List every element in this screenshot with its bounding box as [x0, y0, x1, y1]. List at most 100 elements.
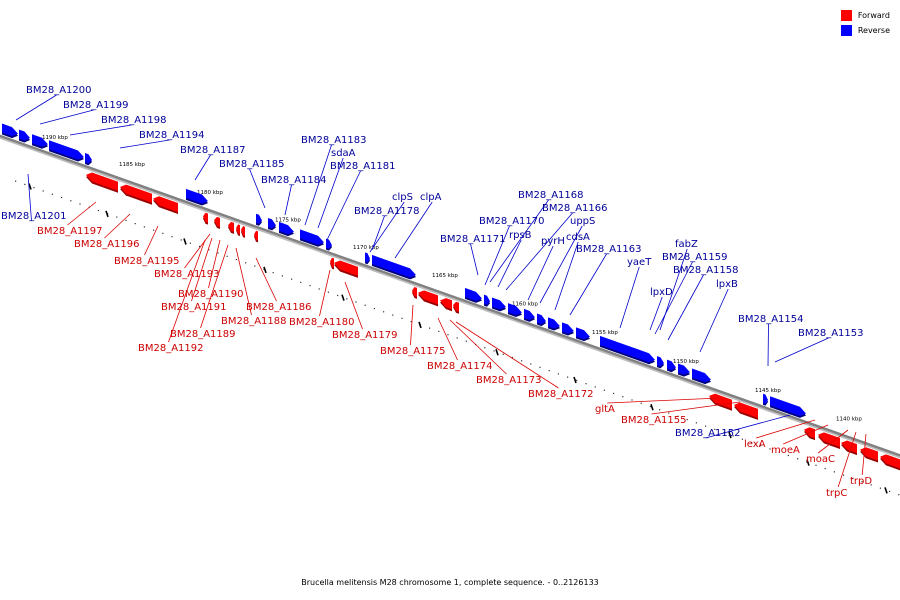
reverse-gene-arrow[interactable] — [484, 294, 490, 305]
gene-label[interactable]: BM28_A1189 — [170, 329, 236, 340]
gene-label[interactable]: BM28_A1158 — [673, 265, 739, 276]
forward-gene-arrow[interactable] — [412, 286, 417, 297]
forward-gene-arrow[interactable] — [203, 212, 208, 223]
gene-label[interactable]: BM28_A1173 — [476, 375, 542, 386]
gene-label[interactable]: BM28_A1197 — [37, 226, 103, 237]
gene-label[interactable]: BM28_A1159 — [662, 252, 728, 263]
gene-label[interactable]: BM28_A1183 — [301, 135, 367, 146]
gene-label[interactable]: BM28_A1154 — [738, 314, 804, 325]
reverse-gene-arrow[interactable] — [19, 129, 30, 141]
gene-label[interactable]: trpD — [850, 476, 872, 487]
reverse-gene-arrow[interactable] — [548, 317, 560, 329]
gene-label[interactable]: BM28_A1168 — [518, 190, 584, 201]
forward-gene-arrow[interactable] — [709, 393, 732, 409]
reverse-gene-arrow[interactable] — [372, 254, 416, 278]
reverse-gene-arrow[interactable] — [326, 238, 332, 249]
forward-gene-arrow[interactable] — [734, 402, 758, 418]
reverse-gene-arrow[interactable] — [300, 229, 324, 245]
forward-gene-arrow[interactable] — [120, 184, 152, 203]
gene-label[interactable]: BM28_A1192 — [138, 343, 204, 354]
gene-label[interactable]: BM28_A1174 — [427, 361, 493, 372]
gene-label[interactable]: lexA — [744, 439, 766, 450]
gene-label[interactable]: BM28_A1179 — [332, 330, 398, 341]
forward-gene-arrow[interactable] — [254, 230, 258, 241]
reverse-gene-arrow[interactable] — [256, 213, 262, 224]
gene-label[interactable]: BM28_A1190 — [178, 289, 244, 300]
reverse-gene-arrow[interactable] — [678, 363, 690, 375]
gene-label[interactable]: moaC — [806, 454, 835, 465]
reverse-gene-arrow[interactable] — [279, 221, 294, 235]
reverse-gene-arrow[interactable] — [365, 252, 370, 263]
gene-label[interactable]: BM28_A1180 — [289, 317, 355, 328]
gene-label[interactable]: BM28_A1184 — [261, 175, 327, 186]
reverse-gene-arrow[interactable] — [600, 335, 655, 363]
gene-label[interactable]: clpS — [392, 192, 413, 203]
forward-gene-arrow[interactable] — [418, 290, 438, 305]
reverse-gene-arrow[interactable] — [49, 140, 84, 160]
gene-label[interactable]: BM28_A1163 — [576, 244, 642, 255]
gene-label[interactable]: BM28_A1200 — [26, 85, 92, 96]
reverse-gene-arrow[interactable] — [268, 217, 276, 229]
gene-label[interactable]: BM28_A1175 — [380, 346, 446, 357]
gene-label[interactable]: BM28_A1191 — [161, 302, 227, 313]
forward-gene-arrow[interactable] — [841, 440, 857, 454]
forward-gene-arrow[interactable] — [86, 172, 118, 191]
forward-gene-arrow[interactable] — [214, 216, 220, 227]
gene-label[interactable]: BM28_A1153 — [798, 328, 864, 339]
reverse-gene-arrow[interactable] — [2, 123, 18, 137]
reverse-gene-arrow[interactable] — [492, 297, 506, 310]
reverse-gene-arrow[interactable] — [770, 396, 806, 416]
gene-label[interactable]: BM28_A1199 — [63, 100, 129, 111]
gene-label[interactable]: BM28_A1172 — [528, 389, 594, 400]
reverse-gene-arrow[interactable] — [667, 359, 676, 371]
gene-label[interactable]: BM28_A1166 — [542, 203, 608, 214]
forward-gene-arrow[interactable] — [334, 260, 358, 276]
gene-label[interactable]: BM28_A1178 — [354, 206, 420, 217]
reverse-gene-arrow[interactable] — [657, 356, 664, 367]
gene-label[interactable]: gltA — [595, 404, 615, 415]
reverse-gene-arrow[interactable] — [465, 287, 482, 301]
gene-label[interactable]: pyrH — [541, 236, 565, 247]
reverse-gene-arrow[interactable] — [576, 327, 590, 340]
forward-gene-arrow[interactable] — [880, 454, 900, 470]
gene-label[interactable]: BM28_A1194 — [139, 130, 205, 141]
forward-gene-arrow[interactable] — [228, 221, 234, 232]
gene-label[interactable]: uppS — [570, 216, 595, 227]
reverse-gene-arrow[interactable] — [524, 308, 535, 320]
gene-label[interactable]: BM28_A1181 — [330, 161, 396, 172]
gene-label[interactable]: BM28_A1198 — [101, 115, 167, 126]
reverse-gene-arrow[interactable] — [692, 368, 711, 383]
forward-gene-arrow[interactable] — [453, 301, 459, 312]
reverse-gene-arrow[interactable] — [186, 188, 208, 204]
gene-label[interactable]: clpA — [420, 192, 442, 203]
gene-label[interactable]: sdaA — [331, 148, 356, 159]
gene-label[interactable]: rpsB — [509, 230, 532, 241]
gene-label[interactable]: BM28_A1196 — [74, 239, 140, 250]
gene-label[interactable]: BM28_A1155 — [621, 415, 687, 426]
reverse-gene-arrow[interactable] — [763, 393, 768, 404]
forward-gene-arrow[interactable] — [241, 226, 245, 236]
gene-label[interactable]: yaeT — [627, 257, 652, 268]
reverse-gene-arrow[interactable] — [508, 303, 522, 316]
gene-label[interactable]: BM28_A1195 — [114, 256, 180, 267]
gene-label[interactable]: BM28_A1171 — [440, 234, 506, 245]
forward-gene-arrow[interactable] — [440, 298, 452, 310]
forward-gene-arrow[interactable] — [153, 196, 178, 213]
gene-label[interactable]: lpxB — [716, 279, 738, 290]
reverse-gene-arrow[interactable] — [562, 322, 574, 334]
gene-label[interactable]: BM28_A1185 — [219, 159, 285, 170]
reverse-gene-arrow[interactable] — [537, 313, 546, 325]
gene-label[interactable]: BM28_A1201 — [1, 211, 67, 222]
forward-gene-arrow[interactable] — [330, 257, 334, 268]
gene-label[interactable]: lpxD — [650, 287, 673, 298]
gene-label[interactable]: moeA — [771, 445, 800, 456]
gene-label[interactable]: BM28_A1193 — [154, 269, 220, 280]
gene-label[interactable]: BM28_A1170 — [479, 216, 545, 227]
gene-label[interactable]: BM28_A1187 — [180, 145, 246, 156]
gene-label[interactable]: BM28_A1186 — [246, 302, 312, 313]
gene-label[interactable]: BM28_A1188 — [221, 316, 287, 327]
reverse-gene-arrow[interactable] — [85, 153, 92, 164]
gene-label[interactable]: fabZ — [675, 239, 698, 250]
gene-label[interactable]: trpC — [826, 488, 847, 499]
forward-gene-arrow[interactable] — [236, 224, 240, 235]
